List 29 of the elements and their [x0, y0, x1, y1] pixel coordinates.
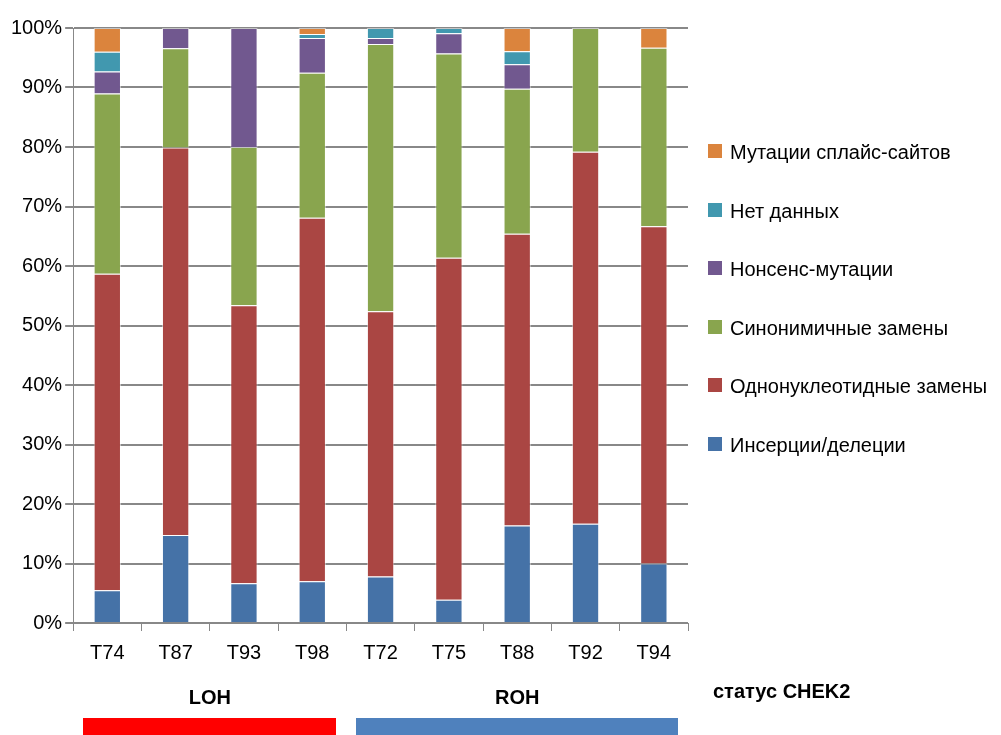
- y-tick-label: 30%: [22, 432, 63, 455]
- y-tick-label: 20%: [22, 491, 63, 514]
- legend-label: Нет данных: [730, 198, 839, 224]
- y-tick-label: 90%: [22, 75, 63, 98]
- legend-label: Однонуклеотидные замены: [730, 374, 988, 400]
- x-tick-label: T94: [636, 640, 672, 663]
- y-tick-label: 80%: [22, 134, 63, 157]
- text: статус CHEK2: [713, 680, 851, 703]
- legend-label: Нонсенс-мутации: [730, 257, 894, 283]
- y-tick-label: 50%: [22, 313, 63, 336]
- text: ROH: [494, 685, 540, 708]
- x-tick-label: T74: [90, 640, 125, 663]
- y-tick-label: 100%: [11, 15, 63, 38]
- y-tick-label: 70%: [22, 194, 63, 217]
- y-tick-label: 10%: [22, 551, 63, 574]
- x-tick-label: T75: [431, 640, 467, 663]
- legend-label: Инсерции/делеции: [730, 432, 906, 458]
- legend-label: Мутации сплайс-сайтов: [730, 140, 951, 165]
- legend-label: Синонимичные замены: [730, 315, 949, 341]
- x-tick-label: T88: [499, 640, 535, 663]
- x-tick-label: T98: [295, 640, 330, 663]
- y-tick-label: 0%: [33, 610, 63, 633]
- y-tick-label: 40%: [22, 372, 63, 395]
- text: LOH: [188, 685, 231, 708]
- y-tick-label: 60%: [22, 253, 63, 276]
- x-tick-label: T93: [226, 640, 262, 663]
- x-tick-label: T87: [158, 640, 193, 663]
- x-tick-label: T92: [568, 640, 603, 663]
- x-tick-label: T72: [363, 640, 398, 663]
